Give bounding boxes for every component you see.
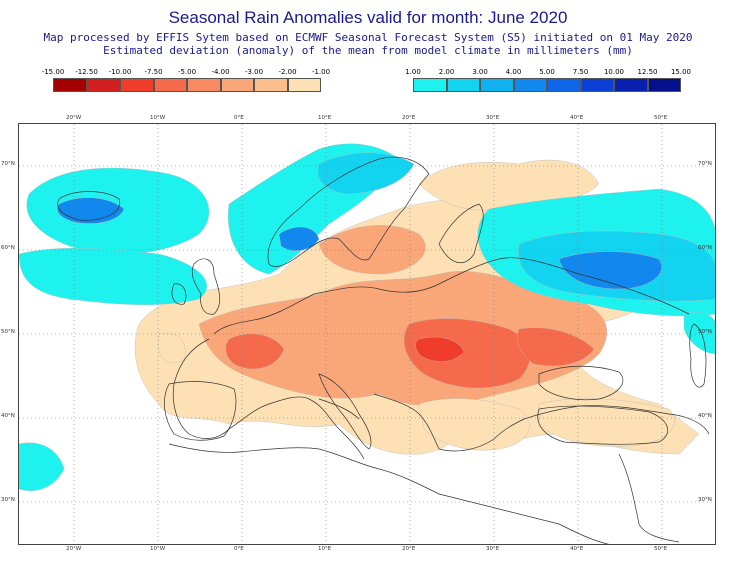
- lat-label-left: 30°N: [1, 497, 15, 503]
- graticule-grid: [19, 124, 715, 544]
- coast-iberia: [164, 381, 237, 441]
- legend-wet-label: 2.00: [438, 68, 455, 76]
- lon-label-bottom: 0°E: [234, 546, 244, 552]
- lon-label-top: 10°W: [150, 115, 166, 121]
- legend-wet-swatch: [413, 78, 447, 92]
- map-frame: [18, 123, 716, 545]
- legend-wet-swatch: [446, 78, 480, 92]
- legend-wet-label: 5.00: [539, 68, 555, 76]
- coast-italy: [318, 373, 372, 450]
- legend-dry-swatch: [53, 78, 87, 92]
- lat-label-left: 70°N: [1, 161, 15, 167]
- subtitle-line-2: Estimated deviation (anomaly) of the mea…: [103, 44, 633, 57]
- coastline-layer: [57, 156, 710, 544]
- legend-wet-swatch: [580, 78, 614, 92]
- legend-wet-swatch: [547, 78, 581, 92]
- legend-dry-swatch: [287, 78, 321, 92]
- lon-label-top: 40°E: [570, 115, 584, 121]
- lat-label-right: 30°N: [698, 497, 712, 503]
- lon-label-bottom: 10°E: [318, 546, 332, 552]
- legend-wet-label: 15.00: [670, 68, 692, 76]
- lon-label-bottom: 30°E: [486, 546, 500, 552]
- legend-dry-label: -7.50: [144, 68, 163, 76]
- lon-label-bottom: 10°W: [150, 546, 166, 552]
- lon-label-bottom: 20°E: [402, 546, 416, 552]
- coast-iceland: [57, 191, 121, 221]
- lat-label-left: 60°N: [1, 245, 15, 251]
- page-title: Seasonal Rain Anomalies valid for month:…: [168, 8, 568, 27]
- dry-region-poland-max: [415, 336, 465, 362]
- legend-dry-swatch: [254, 78, 288, 92]
- legend-dry-label: -2.00: [278, 68, 297, 76]
- legend-wet-label: 7.50: [572, 68, 589, 76]
- legend-dry-swatch: [153, 78, 187, 92]
- lon-label-bottom: 50°E: [654, 546, 668, 552]
- lat-label-left: 50°N: [1, 329, 15, 335]
- legend-dry-label: -3.00: [244, 68, 264, 76]
- legend-wet-swatch: [647, 78, 681, 92]
- legend-dry-swatch: [120, 78, 154, 92]
- legend-dry-swatch: [187, 78, 221, 92]
- wet-region-atlantic-light: [19, 248, 207, 305]
- coast-mainland-europe: [172, 257, 710, 460]
- dry-region-balkans-light: [418, 398, 530, 451]
- coast-caspian: [689, 323, 707, 388]
- legend-wet-label: 10.00: [603, 68, 625, 76]
- wet-region-scandinavia-north-mid: [317, 152, 415, 195]
- wet-region-morocco-light: [19, 442, 65, 491]
- legend-dry-swatch: [220, 78, 254, 92]
- coast-black-sea: [538, 365, 624, 401]
- lon-label-top: 30°E: [486, 115, 500, 121]
- legend-dry-label: -5.00: [177, 68, 197, 76]
- dry-region-ukraine-strong: [516, 327, 595, 367]
- legend-dry-label: -4.00: [211, 68, 230, 76]
- dry-region-eastern-europe-strong: [403, 318, 530, 389]
- lat-label-right: 50°N: [698, 329, 712, 335]
- coast-turkey: [537, 405, 669, 445]
- legend-dry-swatch: [86, 78, 120, 92]
- dry-region-scandinavia-light: [418, 159, 600, 211]
- lat-label-right: 60°N: [698, 245, 712, 251]
- lon-label-bottom: 40°E: [570, 546, 584, 552]
- legend-dry-label: -1.00: [311, 68, 331, 76]
- anomaly-map: [19, 124, 715, 544]
- legend-wet-label: 12.50: [637, 68, 658, 76]
- lon-label-bottom: 20°W: [66, 546, 82, 552]
- legend-wet-swatch: [480, 78, 514, 92]
- dry-region-france-strong: [225, 333, 285, 370]
- legend-wet-swatch: [513, 78, 547, 92]
- dry-region-baltic-mid: [318, 225, 426, 275]
- wet-region-russia-strong: [558, 251, 662, 290]
- lon-label-top: 0°E: [234, 115, 244, 121]
- coast-baltic-east: [438, 203, 484, 264]
- lon-label-top: 10°E: [318, 115, 332, 121]
- coast-british-isles: [171, 258, 221, 315]
- lon-label-top: 20°E: [402, 115, 416, 121]
- coast-middle-east: [618, 453, 680, 543]
- coast-north-africa: [168, 443, 610, 544]
- legend-wet-label: 4.00: [505, 68, 522, 76]
- lon-label-top: 20°W: [66, 115, 82, 121]
- legend-wet-label: 1.00: [405, 68, 421, 76]
- lat-label-right: 40°N: [698, 413, 712, 419]
- legend-dry-label: -10.00: [108, 68, 132, 76]
- legend-wet-swatch: [614, 78, 648, 92]
- lat-label-right: 70°N: [698, 161, 712, 167]
- wet-region-caucasus-light: [683, 311, 715, 355]
- dry-region-ireland-light: [157, 332, 186, 364]
- coast-scandinavia: [267, 156, 430, 267]
- legend-dry-label: -12.50: [75, 68, 98, 76]
- lon-label-top: 50°E: [654, 115, 668, 121]
- legend-wet-label: 3.00: [472, 68, 488, 76]
- subtitle-line-1: Map processed by EFFIS Sytem based on EC…: [43, 31, 693, 44]
- lat-label-left: 40°N: [1, 413, 15, 419]
- legend-dry-label: -15.00: [41, 68, 65, 76]
- wet-region-norway-strong: [278, 226, 320, 251]
